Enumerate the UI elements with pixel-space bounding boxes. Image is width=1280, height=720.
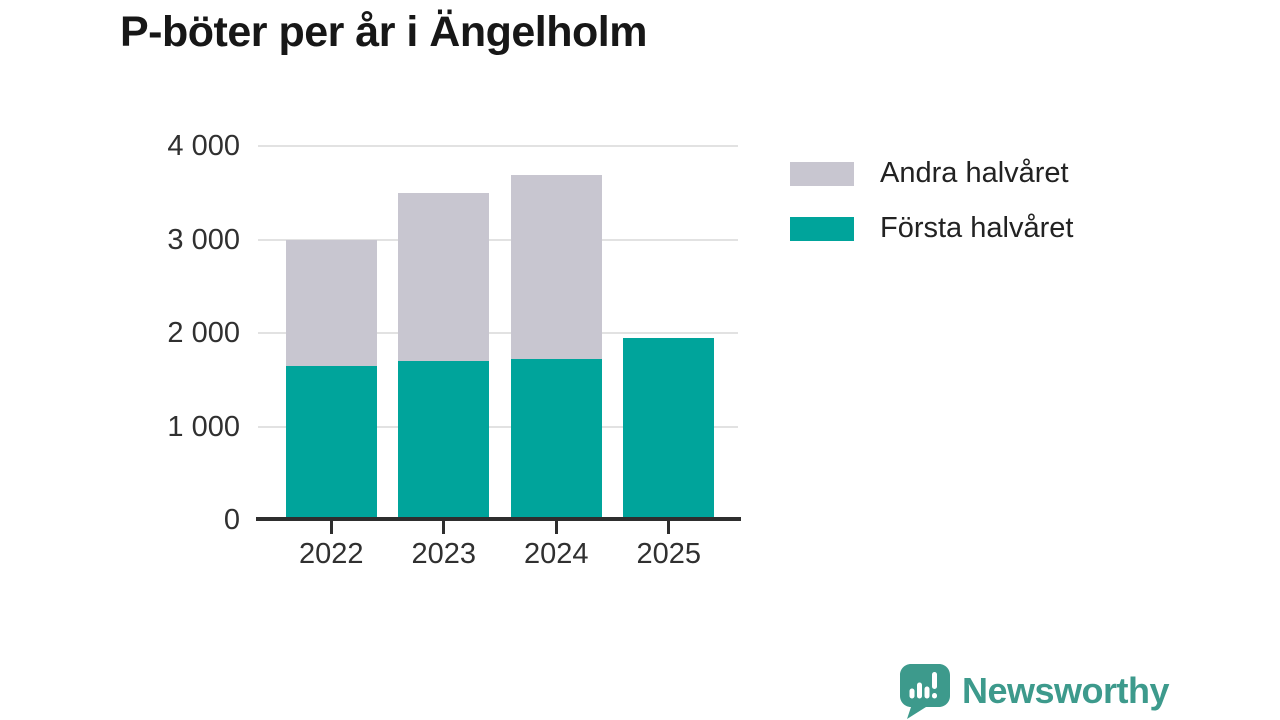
- y-axis-tick-label: 1 000: [167, 410, 240, 443]
- y-axis-tick-label: 3 000: [167, 223, 240, 256]
- x-axis-line: [256, 517, 741, 521]
- legend-label: Första halvåret: [880, 212, 1074, 244]
- bar-2022-f-rsta-halv-ret: [285, 365, 377, 520]
- chart-title: P-böter per år i Ängelholm: [120, 8, 647, 56]
- newsworthy-logo: Newsworthy: [898, 662, 1170, 719]
- gridline-1000: [258, 425, 738, 428]
- x-axis-tick-2023: [442, 521, 446, 534]
- bar-2023-f-rsta-halv-ret: [398, 361, 490, 520]
- x-axis-label-2024: 2024: [523, 538, 589, 570]
- legend-label: Andra halvåret: [880, 157, 1069, 189]
- legend-item-andra-halvaret: Andra halvåret: [790, 157, 1073, 190]
- x-axis-label-2023: 2023: [411, 538, 476, 570]
- legend-swatch-andra-halvaret: [790, 161, 854, 186]
- x-axis-label-2025: 2025: [636, 538, 701, 570]
- x-axis-tick-2022: [329, 521, 333, 534]
- bar-2022-andra-halv-ret: [285, 239, 377, 366]
- bar-2024-andra-halv-ret: [510, 174, 602, 360]
- bar-2025-f-rsta-halv-ret: [623, 337, 715, 520]
- gridline-3000: [258, 238, 738, 241]
- legend: Andra halvåret Första halvåret: [790, 157, 1073, 245]
- legend-swatch-forsta-halvaret: [790, 216, 854, 241]
- gridline-2000: [258, 332, 738, 334]
- x-axis-tick-2024: [554, 521, 558, 534]
- legend-item-forsta-halvaret: Första halvåret: [790, 212, 1073, 245]
- y-axis-tick-label: 0: [223, 504, 240, 536]
- gridline-4000: [258, 145, 738, 147]
- y-axis-tick-label: 2 000: [167, 317, 240, 349]
- x-axis-label-2022: 2022: [298, 538, 364, 570]
- y-axis-tick-label: 4 000: [167, 130, 240, 162]
- bar-2024-f-rsta-halv-ret: [510, 359, 602, 520]
- bar-2023-andra-halv-ret: [398, 192, 490, 362]
- newsworthy-bubble-chart-icon: [900, 664, 950, 719]
- newsworthy-wordmark: Newsworthy: [962, 669, 1170, 711]
- x-axis-tick-2025: [667, 521, 671, 534]
